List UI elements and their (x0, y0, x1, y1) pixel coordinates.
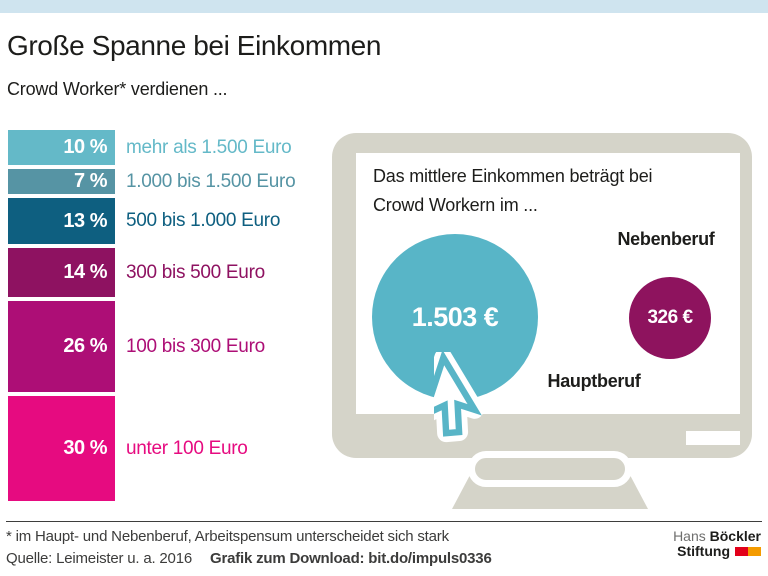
monitor-screen: Das mittlere Einkommen beträgt bei Crowd… (356, 153, 740, 414)
bar-category-label: unter 100 Euro (126, 437, 248, 459)
source-line: Quelle: Leimeister u. a. 2016 Grafik zum … (6, 550, 492, 567)
monitor-stand-neck (468, 451, 632, 487)
footnote-text: * im Haupt- und Nebenberuf, Arbeitspensu… (6, 528, 449, 545)
logo-color-blocks (735, 544, 761, 559)
bar-row: 14 % 300 bis 500 Euro (8, 248, 328, 297)
page-subtitle: Crowd Worker* verdienen ... (7, 79, 228, 99)
bar-percent-label: 7 % (74, 170, 107, 192)
bar-segment: 26 % (8, 301, 115, 392)
screen-intro-line1: Das mittlere Einkommen beträgt bei (373, 166, 653, 186)
hans-boeckler-stiftung-logo: Hans Böckler Stiftung (673, 529, 761, 559)
bar-row: 26 % 100 bis 300 Euro (8, 301, 328, 392)
monitor-illustration: Das mittlere Einkommen beträgt bei Crowd… (332, 133, 752, 458)
bar-percent-label: 26 % (63, 335, 107, 357)
logo-orange-block (748, 547, 761, 556)
bar-row: 7 % 1.000 bis 1.500 Euro (8, 169, 328, 194)
bar-category-label: 1.000 bis 1.500 Euro (126, 170, 296, 192)
page-title: Große Spanne bei Einkommen (7, 30, 382, 61)
bar-segment: 10 % (8, 130, 115, 165)
top-accent-bar (0, 0, 768, 13)
bar-row: 10 % mehr als 1.500 Euro (8, 130, 328, 165)
logo-text-boeckler: Böckler (709, 528, 761, 544)
screen-intro-text: Das mittlere Einkommen beträgt bei Crowd… (373, 162, 713, 220)
bar-segment: 30 % (8, 396, 115, 501)
footer-divider (6, 521, 762, 522)
bar-segment: 7 % (8, 169, 115, 194)
logo-red-block (735, 547, 748, 556)
bar-row: 30 % unter 100 Euro (8, 396, 328, 501)
bar-segment: 14 % (8, 248, 115, 297)
bar-segment: 13 % (8, 198, 115, 244)
download-link[interactable]: Grafik zum Download: bit.do/impuls0336 (209, 550, 492, 567)
bar-percent-label: 10 % (63, 136, 107, 158)
income-distribution-chart: 10 % mehr als 1.500 Euro 7 % 1.000 bis 1… (8, 130, 328, 505)
bar-percent-label: 13 % (63, 209, 107, 232)
bar-category-label: 300 bis 500 Euro (126, 261, 265, 283)
mouse-cursor-icon (434, 352, 484, 443)
source-text: Quelle: Leimeister u. a. 2016 (6, 550, 192, 567)
screen-intro-line2: Crowd Workern im ... (373, 195, 538, 215)
bubble-value: 1.503 € (411, 301, 499, 332)
bar-row: 13 % 500 bis 1.000 Euro (8, 198, 328, 244)
bubble-label-nebenberuf: Nebenberuf (617, 229, 715, 249)
bar-category-label: mehr als 1.500 Euro (126, 136, 292, 158)
bubble-label-hauptberuf: Hauptberuf (547, 371, 641, 391)
logo-text-hans: Hans (673, 528, 706, 544)
bubble-value: 326 € (647, 307, 693, 328)
bar-category-label: 100 bis 300 Euro (126, 335, 265, 357)
monitor-power-slot (686, 431, 740, 445)
logo-text-stiftung: Stiftung (677, 543, 730, 559)
bar-percent-label: 30 % (63, 437, 107, 459)
income-bubble-nebenberuf: 326 € (629, 277, 711, 359)
bar-percent-label: 14 % (63, 261, 107, 283)
bar-category-label: 500 bis 1.000 Euro (126, 210, 281, 231)
